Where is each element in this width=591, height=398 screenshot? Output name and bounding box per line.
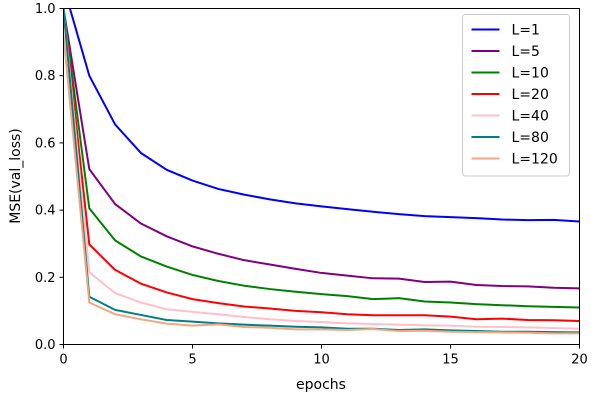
series-line-4 [63,8,580,322]
x-tick-label: 0 [59,353,67,368]
x-tick-label: 10 [313,353,330,368]
legend-box [462,14,570,177]
legend-label: L=40 [512,109,549,125]
y-tick-label: 1.0 [35,2,56,17]
y-tick-label: 0.6 [35,136,56,151]
series-line-3 [63,8,580,309]
x-tick-label: 20 [571,353,588,368]
legend-label: L=120 [512,152,558,168]
legend-label: L=5 [512,44,540,60]
axes-layer: 0 5 10 15 20 0.0 0.2 0.4 0.6 0.8 1.0 [35,2,588,368]
series-line-7 [63,34,580,335]
legend: L=1 L=5 L=10 L=20 L=40 L=80 L=120 [462,14,570,177]
x-tick-label: 15 [442,353,459,368]
series-line-5 [63,8,580,330]
y-tick-label: 0.8 [35,69,56,84]
x-axis-title: epochs [296,377,346,393]
series-layer [63,8,580,335]
y-tick-label: 0.2 [35,271,56,286]
series-line-2 [63,8,580,290]
series-line-1 [68,8,580,223]
legend-label: L=1 [512,23,540,39]
y-axis-title: MSE(val_loss) [8,128,24,224]
y-tick-label: 0.4 [35,204,56,219]
legend-label: L=80 [512,130,549,146]
legend-label: L=10 [512,66,549,82]
y-tick-label: 0.0 [35,338,56,353]
legend-label: L=20 [512,87,549,103]
x-tick-label: 5 [188,353,196,368]
